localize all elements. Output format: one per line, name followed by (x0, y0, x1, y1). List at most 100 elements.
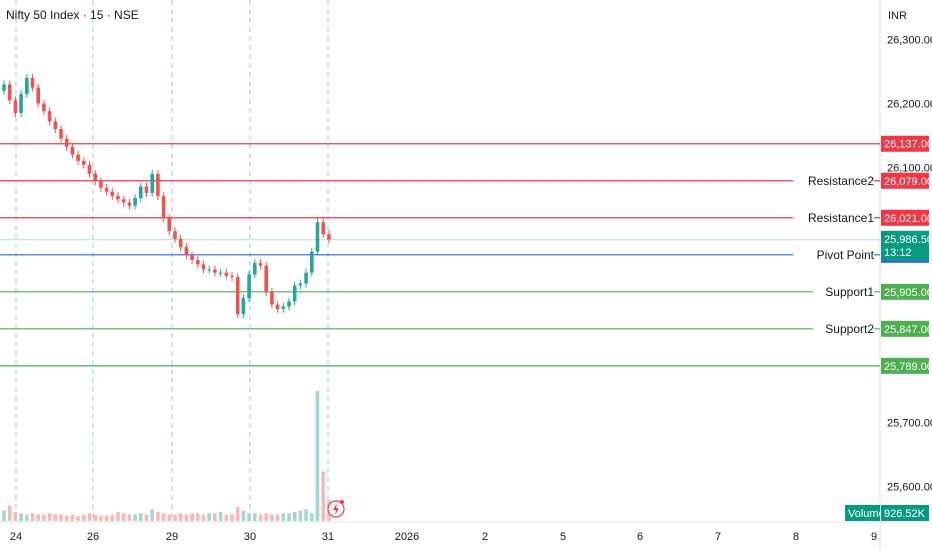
volume-bar (116, 511, 120, 521)
price-badge-label: 25,847.00 (884, 324, 932, 336)
bar-countdown-label: 13:12 (884, 247, 912, 259)
candle-body (59, 129, 63, 139)
level-name-bg (813, 282, 874, 301)
candle-body (327, 234, 331, 240)
volume-bar (13, 511, 18, 521)
volume-bar (64, 515, 69, 521)
y-tick-label: 26,300.00 (887, 35, 932, 47)
volume-bar (247, 513, 251, 521)
volume-bar (127, 514, 132, 521)
x-tick-label: 7 (715, 531, 721, 543)
candle-body (116, 196, 120, 200)
volume-bar (42, 514, 46, 521)
level-name-bg (793, 171, 874, 190)
volume-bar (53, 514, 58, 521)
candle-body (241, 298, 246, 315)
volume-bar (213, 513, 217, 521)
level-name-bg (793, 245, 874, 264)
volume-bar (241, 510, 246, 521)
x-tick-label: 24 (10, 531, 22, 543)
volume-bar (76, 515, 80, 521)
candle-body (207, 269, 211, 271)
candle-body (190, 255, 194, 260)
price-badge-label: 26,137.00 (884, 139, 932, 151)
volume-bar (235, 506, 240, 521)
candle-body (93, 173, 97, 182)
support-price-badge (881, 357, 929, 374)
volume-bar (281, 513, 286, 521)
candle-body (13, 100, 18, 114)
volume-bar (82, 514, 86, 521)
candle-body (298, 283, 303, 286)
candle-body (184, 247, 189, 256)
candle-body (47, 111, 52, 122)
last-price-badge (881, 230, 929, 261)
volume-bar (196, 513, 200, 521)
volume-bar (264, 513, 268, 521)
volume-bar (173, 514, 177, 521)
volume-bar (156, 511, 160, 521)
candle-body (104, 187, 109, 192)
resistance-price-badge (881, 209, 929, 226)
candle-body (161, 196, 166, 219)
volume-bar (133, 514, 137, 521)
volume-bar (139, 513, 143, 521)
volume-bar (144, 514, 149, 521)
x-tick-label: 6 (637, 531, 643, 543)
x-tick-label: 2026 (395, 531, 419, 543)
volume-bar (47, 513, 52, 521)
candle-body (247, 274, 251, 299)
volume-bar (2, 510, 6, 521)
volume-bar (310, 513, 314, 521)
notification-dot (340, 500, 344, 504)
candle-body (213, 269, 217, 273)
volume-bar (150, 509, 154, 521)
price-badge-label: 25,905.00 (884, 287, 932, 299)
candle-body (292, 285, 297, 302)
candle-body (218, 272, 223, 274)
volume-bar (167, 514, 172, 521)
volume-bar (36, 514, 40, 521)
level-name-label: Support2 (825, 322, 874, 336)
candle-body (178, 238, 183, 248)
candle-body (150, 173, 154, 193)
candle-body (144, 186, 149, 193)
candle-body (2, 84, 6, 91)
volume-bar (59, 514, 63, 521)
volume-bar (178, 513, 183, 521)
volume-bar (253, 513, 257, 521)
level-name-label: Pivot Point (817, 248, 875, 262)
level-name-label: Resistance2 (808, 174, 874, 188)
candle-body (64, 138, 69, 147)
candle-body (76, 154, 80, 161)
volume-value-badge (881, 505, 929, 521)
candle-body (19, 93, 23, 114)
volume-bar (287, 513, 291, 521)
level-name-label: Resistance1 (808, 211, 874, 225)
candle-body (173, 231, 177, 239)
candle-body (201, 264, 206, 270)
volume-bar (121, 513, 126, 521)
support-price-badge (881, 283, 929, 300)
candle-body (275, 304, 280, 310)
currency-label[interactable]: INR (888, 10, 907, 22)
y-tick-label: 25,700.00 (887, 418, 932, 430)
support-price-badge (881, 320, 929, 337)
resistance-price-badge (881, 172, 929, 189)
volume-bar (201, 514, 206, 521)
y-tick-label: 26,200.00 (887, 99, 932, 111)
volume-name-label: Volume (848, 508, 885, 520)
volume-bar (270, 514, 274, 521)
x-tick-label: 30 (244, 531, 256, 543)
x-tick-label: 8 (793, 531, 799, 543)
last-price-label: 25,986.50 (884, 234, 932, 246)
candle-body (156, 173, 160, 197)
candle-body (30, 78, 35, 88)
candle-body (224, 272, 229, 276)
candle-body (110, 191, 115, 197)
candle-body (287, 301, 291, 307)
candle-body (36, 87, 40, 104)
candle-body (304, 272, 308, 284)
volume-bar (30, 513, 35, 521)
